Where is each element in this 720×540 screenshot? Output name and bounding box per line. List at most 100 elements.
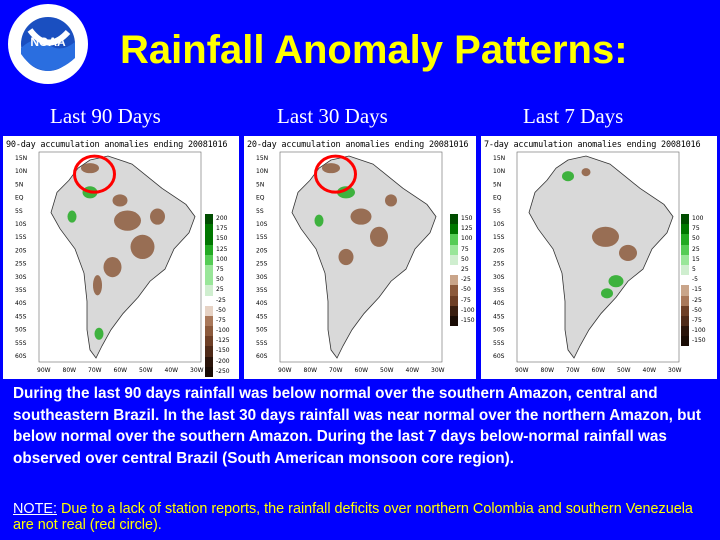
panel-label-30: Last 30 Days xyxy=(277,104,388,128)
legend-swatch xyxy=(205,285,213,296)
latitude-tick-label: 35S xyxy=(493,287,505,294)
latitude-tick-label: 50S xyxy=(256,327,268,334)
legend-swatch xyxy=(205,214,213,225)
legend-swatch xyxy=(681,214,689,225)
legend-row: -150 xyxy=(450,315,476,327)
map-panel-30-day: 20-day accumulation anomalies ending 200… xyxy=(244,136,476,379)
latitude-tick-label: 5S xyxy=(256,208,264,215)
legend-row: 150 xyxy=(450,214,476,225)
legend-row: -15 xyxy=(681,285,715,296)
longitude-tick-label: 70W xyxy=(88,367,102,374)
legend-swatch xyxy=(450,315,458,327)
legend-value: 100 xyxy=(461,235,473,243)
legend-swatch xyxy=(205,346,213,357)
legend-value: 175 xyxy=(216,225,228,233)
legend-row: 150 xyxy=(205,234,239,245)
description-text: During the last 90 days rainfall was bel… xyxy=(13,385,701,467)
longitude-tick-label: 70W xyxy=(566,367,580,374)
latitude-tick-label: 5N xyxy=(493,181,501,188)
legend-swatch xyxy=(205,336,213,347)
latitude-tick-label: 15S xyxy=(493,234,505,241)
longitude-labels: 90W 80W 70W 60W 50W 40W 30W xyxy=(278,367,445,374)
legend-value: -100 xyxy=(216,327,230,335)
legend-value: -100 xyxy=(461,306,475,314)
legend-row: -50 xyxy=(450,285,476,296)
legend-swatch xyxy=(450,264,458,276)
dry-anomaly-patch xyxy=(338,248,354,266)
dry-anomaly-patch xyxy=(81,163,99,174)
legend-swatch xyxy=(205,315,213,327)
longitude-tick-label: 90W xyxy=(515,367,529,374)
map-title: 7-day accumulation anomalies ending 2008… xyxy=(484,140,701,150)
legend-value: -200 xyxy=(216,357,230,365)
logo-text: NOAA xyxy=(30,35,66,49)
legend-row: -125 xyxy=(205,336,239,347)
legend-value: 125 xyxy=(216,245,228,253)
legend-swatch xyxy=(681,254,689,265)
dry-anomaly-patch xyxy=(350,208,372,225)
longitude-tick-label: 30W xyxy=(431,367,445,374)
map-title: 20-day accumulation anomalies ending 200… xyxy=(247,140,469,150)
latitude-tick-label: 15S xyxy=(256,234,268,241)
legend-value: -25 xyxy=(692,296,702,304)
dry-anomaly-patch xyxy=(150,208,165,225)
latitude-tick-label: 5S xyxy=(15,208,23,215)
legend-value: 50 xyxy=(461,255,469,263)
legend-swatch xyxy=(681,305,689,316)
latitude-tick-label: 20S xyxy=(15,247,27,254)
longitude-tick-label: 40W xyxy=(165,367,179,374)
legend-value: -75 xyxy=(692,316,702,324)
legend-swatch xyxy=(450,244,458,255)
wet-anomaly-patch xyxy=(337,186,355,199)
dry-anomaly-patch xyxy=(93,275,102,296)
legend-value: 15 xyxy=(692,255,700,263)
color-legend: 200 175 150 125 100 75 50 25 -25 -50 -75 -100 -125 -1… xyxy=(205,214,239,377)
longitude-tick-label: 30W xyxy=(668,367,682,374)
wet-anomaly-patch xyxy=(608,275,624,288)
longitude-tick-label: 60W xyxy=(114,367,128,374)
longitude-labels: 90W 80W 70W 60W 50W 40W 30W xyxy=(515,367,682,374)
color-legend: 150 125 100 75 50 25 -25 -50 -75 -100 -150 xyxy=(450,214,476,327)
legend-row: -200 xyxy=(205,356,239,367)
latitude-tick-label: 55S xyxy=(493,340,505,347)
legend-value: 50 xyxy=(692,235,700,243)
latitude-tick-label: 5N xyxy=(256,181,264,188)
legend-swatch xyxy=(450,275,458,286)
wet-anomaly-patch xyxy=(67,210,77,223)
legend-row: 75 xyxy=(205,264,239,276)
legend-row: -100 xyxy=(450,305,476,316)
legend-swatch xyxy=(450,285,458,296)
legend-value: 50 xyxy=(216,276,224,284)
red-circle-marker xyxy=(314,154,357,194)
latitude-tick-label: 55S xyxy=(256,340,268,347)
legend-swatch xyxy=(681,264,689,276)
legend-value: -50 xyxy=(216,306,226,314)
legend-swatch xyxy=(681,275,689,286)
latitude-tick-label: 10S xyxy=(493,221,505,228)
legend-value: 100 xyxy=(216,255,228,263)
latitude-tick-label: EQ xyxy=(493,195,502,202)
legend-row: -150 xyxy=(681,336,715,347)
legend-value: -150 xyxy=(692,337,706,345)
longitude-tick-label: 80W xyxy=(63,367,77,374)
legend-row: 100 xyxy=(450,234,476,245)
longitude-tick-label: 50W xyxy=(380,367,394,374)
legend-row: -100 xyxy=(205,326,239,337)
page-title: Rainfall Anomaly Patterns: xyxy=(120,28,628,72)
latitude-tick-label: 30S xyxy=(15,274,27,281)
latitude-tick-label: 50S xyxy=(493,327,505,334)
latitude-tick-label: 40S xyxy=(15,300,27,307)
legend-swatch xyxy=(681,326,689,337)
continent-shape xyxy=(38,151,202,363)
dry-anomaly-patch xyxy=(322,163,340,174)
latitude-tick-label: 25S xyxy=(493,261,505,268)
legend-value: 25 xyxy=(692,245,700,253)
legend-swatch xyxy=(681,336,689,347)
latitude-tick-label: 55S xyxy=(15,340,27,347)
dry-anomaly-patch xyxy=(103,257,122,278)
legend-value: -50 xyxy=(461,286,471,294)
legend-value: 75 xyxy=(216,265,224,273)
red-circle xyxy=(314,154,357,194)
latitude-tick-label: 10N xyxy=(256,168,268,175)
latitude-tick-label: 40S xyxy=(256,300,268,307)
